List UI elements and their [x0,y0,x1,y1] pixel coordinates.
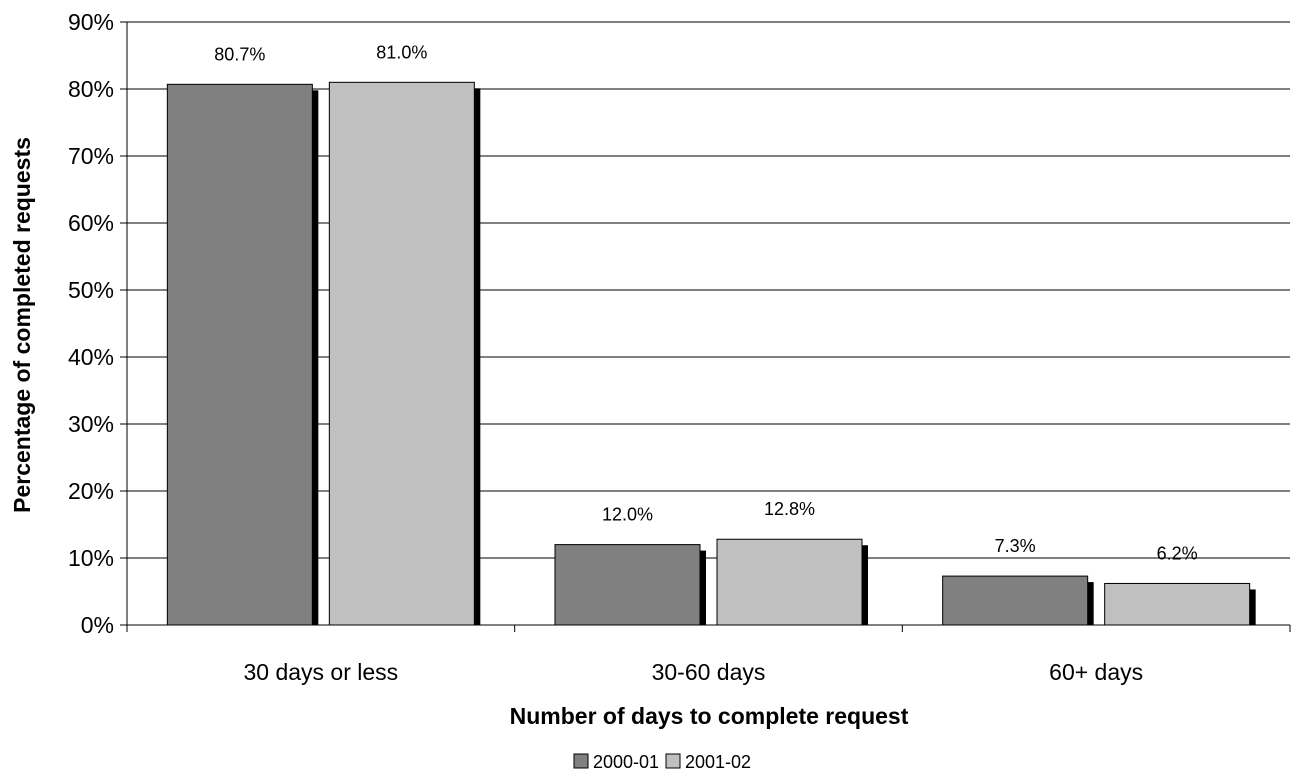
y-tick-label: 80% [68,76,114,102]
y-tick-label: 30% [68,411,114,437]
y-tick-label: 50% [68,277,114,303]
legend-swatch [573,753,589,769]
bar-2001-02-0 [328,81,475,626]
legend-label: 2001-02 [685,752,751,772]
gridlines [127,21,1290,559]
data-label: 6.2% [1157,543,1198,563]
data-label: 80.7% [214,44,265,64]
data-label: 12.8% [764,499,815,519]
category-label: 30-60 days [652,659,766,685]
data-label: 12.0% [602,505,653,525]
labels: 0% 10% 20% 30% 40% 50% 60% 70% 80% 90% 80.7% 81.0% 3… [68,9,1198,685]
legend-swatch [665,753,681,769]
bar-2000-01-2 [942,575,1089,626]
bars [166,81,1256,626]
category-label: 60+ days [1049,659,1143,685]
axes [120,21,1291,632]
legend: 2000-01 2001-02 [573,752,751,772]
bar-2000-01-0 [166,83,313,626]
y-tick-label: 70% [68,143,114,169]
y-tick-label: 40% [68,344,114,370]
category-label: 30 days or less [243,659,398,685]
data-label: 81.0% [376,42,427,62]
legend-label: 2000-01 [593,752,659,772]
y-tick-label: 20% [68,478,114,504]
bar-2000-01-1 [554,544,701,626]
y-tick-label: 10% [68,545,114,571]
x-axis-title: Number of days to complete request [510,703,909,729]
y-tick-label: 0% [81,612,114,638]
bar-2001-02-1 [716,538,863,626]
y-tick-label: 90% [68,9,114,35]
y-tick-label: 60% [68,210,114,236]
data-label: 7.3% [995,536,1036,556]
y-axis-title: Percentage of completed requests [9,137,35,513]
bar-2001-02-2 [1104,582,1251,626]
